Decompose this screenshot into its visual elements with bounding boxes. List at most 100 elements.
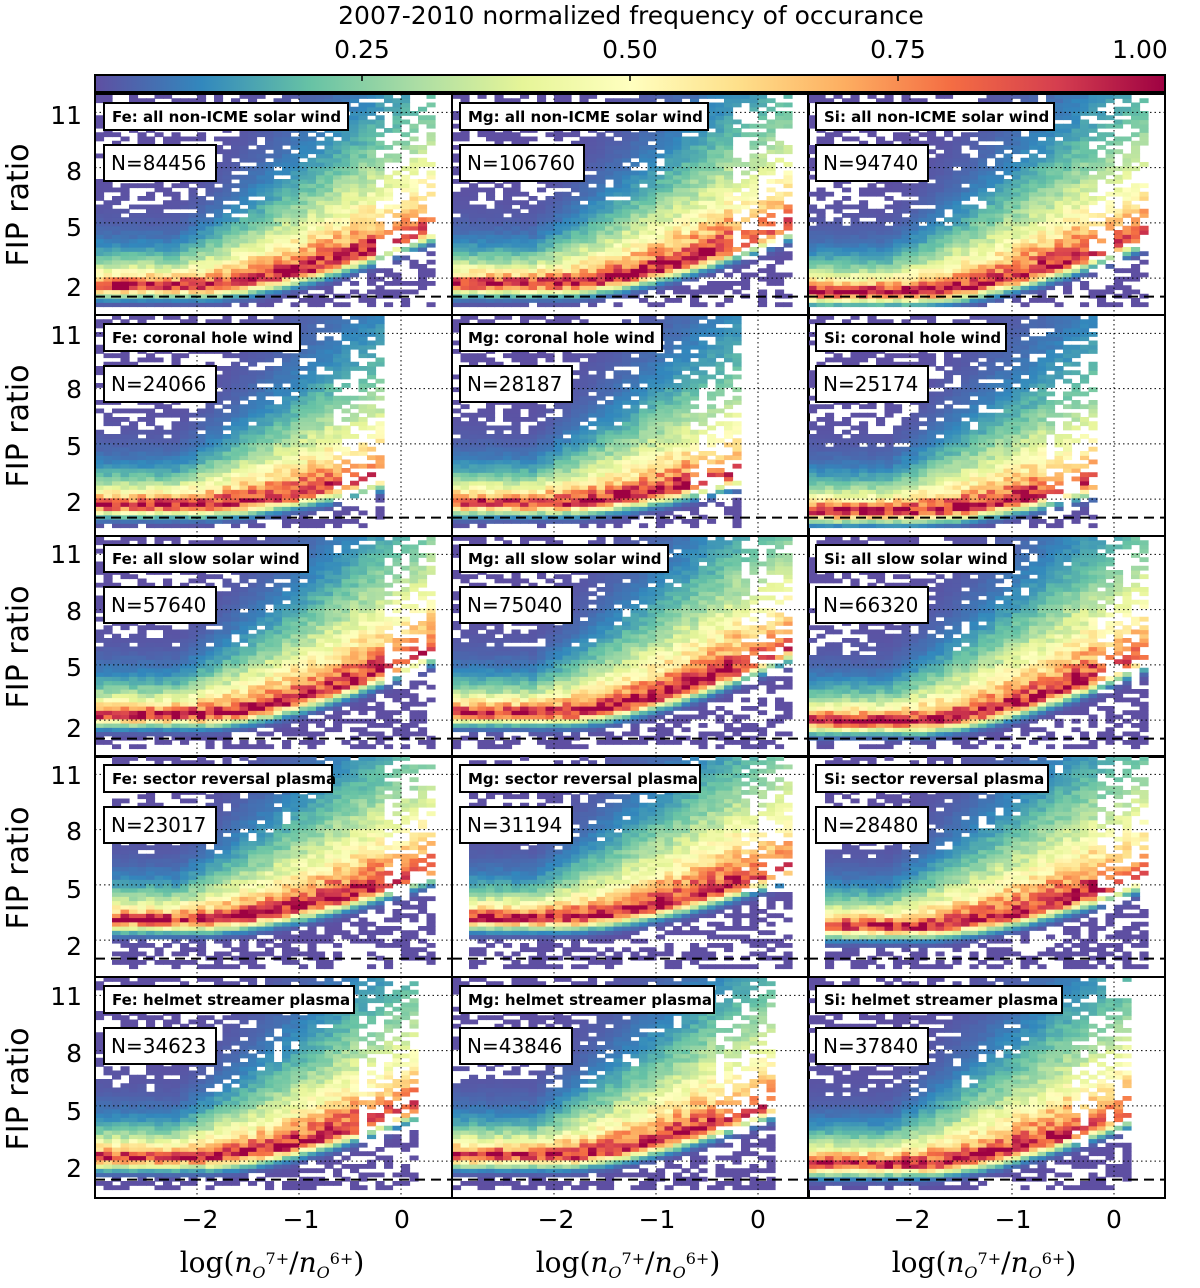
heatmap-cell [239, 94, 249, 99]
heatmap-cell [146, 523, 156, 529]
heatmap-cell [884, 187, 894, 193]
heatmap-cell [137, 319, 147, 325]
heatmap-cell [944, 187, 954, 193]
heatmap-cell [867, 251, 877, 257]
heatmap-cell [656, 221, 666, 227]
heatmap-cell [231, 234, 241, 240]
heatmap-cell [477, 94, 487, 99]
heatmap-cell [969, 251, 979, 257]
heatmap-cell [503, 289, 513, 295]
heatmap-cell [825, 132, 835, 138]
heatmap-cell [588, 208, 598, 214]
heatmap-cell [783, 302, 793, 308]
heatmap-cell [1054, 268, 1064, 274]
heatmap-cell [112, 217, 122, 223]
heatmap-cell [741, 191, 751, 197]
heatmap-cell [239, 153, 249, 159]
heatmap-cell [571, 234, 581, 240]
heatmap-cell [409, 225, 419, 231]
heatmap-cell [630, 234, 640, 240]
heatmap-cell [808, 204, 818, 210]
heatmap-cell [664, 94, 674, 99]
heatmap-cell [341, 221, 351, 227]
heatmap-cell [129, 480, 139, 486]
heatmap-cell [647, 98, 657, 104]
heatmap-cell [1012, 217, 1022, 223]
heatmap-cell [316, 204, 326, 210]
heatmap-cell [622, 136, 632, 142]
heatmap-cell [656, 276, 666, 282]
heatmap-cell [299, 94, 309, 99]
heatmap-cell [724, 208, 734, 214]
heatmap-cell [758, 98, 768, 104]
heatmap-cell [816, 94, 826, 99]
heatmap-cell [154, 242, 164, 248]
heatmap-cell [579, 187, 589, 193]
heatmap-cell [605, 285, 615, 291]
heatmap-cell [1020, 200, 1030, 206]
heatmap-cell [528, 196, 538, 201]
heatmap-cell [214, 162, 224, 167]
heatmap-cell [103, 519, 113, 524]
heatmap-cell [605, 149, 615, 155]
heatmap-cell [825, 225, 835, 231]
heatmap-cell [324, 183, 334, 189]
heatmap-cell [995, 204, 1005, 210]
y-tick-label: 5 [66, 653, 82, 682]
heatmap-cell [401, 204, 411, 210]
heatmap-cell [205, 268, 215, 274]
heatmap-cell [1012, 149, 1022, 155]
heatmap-cell [469, 204, 479, 210]
heatmap-cell [180, 276, 190, 282]
heatmap-cell [707, 268, 717, 274]
heatmap-cell [307, 272, 317, 278]
heatmap-cell [783, 255, 793, 261]
heatmap-cell [816, 255, 826, 261]
heatmap-cell [341, 166, 351, 172]
heatmap-cell [392, 247, 402, 252]
heatmap-cell [842, 264, 852, 269]
heatmap-cell [129, 204, 139, 210]
heatmap-cell [1037, 289, 1047, 295]
heatmap-cell [188, 196, 198, 201]
heatmap-cell [986, 276, 996, 282]
heatmap-cell [775, 140, 785, 146]
heatmap-cell [120, 242, 130, 248]
heatmap-cell [511, 255, 521, 261]
heatmap-cell [1114, 302, 1124, 308]
heatmap-cell [1139, 98, 1149, 104]
heatmap-cell [867, 302, 877, 308]
heatmap-cell [137, 204, 147, 210]
heatmap-cell [698, 162, 708, 167]
heatmap-cell [579, 196, 589, 201]
heatmap-cell [392, 293, 402, 299]
heatmap-cell [112, 502, 122, 507]
heatmap-cell [893, 221, 903, 227]
heatmap-cell [1097, 221, 1107, 227]
heatmap-cell [571, 293, 581, 299]
heatmap-cell [197, 196, 207, 201]
heatmap-cell [112, 421, 122, 427]
heatmap-cell [554, 191, 564, 197]
heatmap-cell [231, 289, 241, 295]
heatmap-cell [418, 179, 428, 184]
heatmap-cell [1088, 94, 1098, 99]
heatmap-cell [409, 247, 419, 252]
heatmap-cell [724, 255, 734, 261]
x-tick-label: 0 [1106, 1205, 1122, 1234]
heatmap-cell [324, 208, 334, 214]
heatmap-cell [995, 217, 1005, 223]
heatmap-cell [350, 230, 360, 235]
heatmap-cell [341, 230, 351, 235]
heatmap-cell [1131, 115, 1141, 121]
heatmap-cell [358, 208, 368, 214]
heatmap-cell [452, 94, 462, 99]
heatmap-cell [741, 179, 751, 184]
heatmap-cell [146, 442, 156, 448]
heatmap-cell [562, 234, 572, 240]
heatmap-cell [859, 187, 869, 193]
heatmap-cell [808, 225, 818, 231]
heatmap-cell [944, 166, 954, 172]
heatmap-cell [214, 217, 224, 223]
heatmap-cell [707, 208, 717, 214]
